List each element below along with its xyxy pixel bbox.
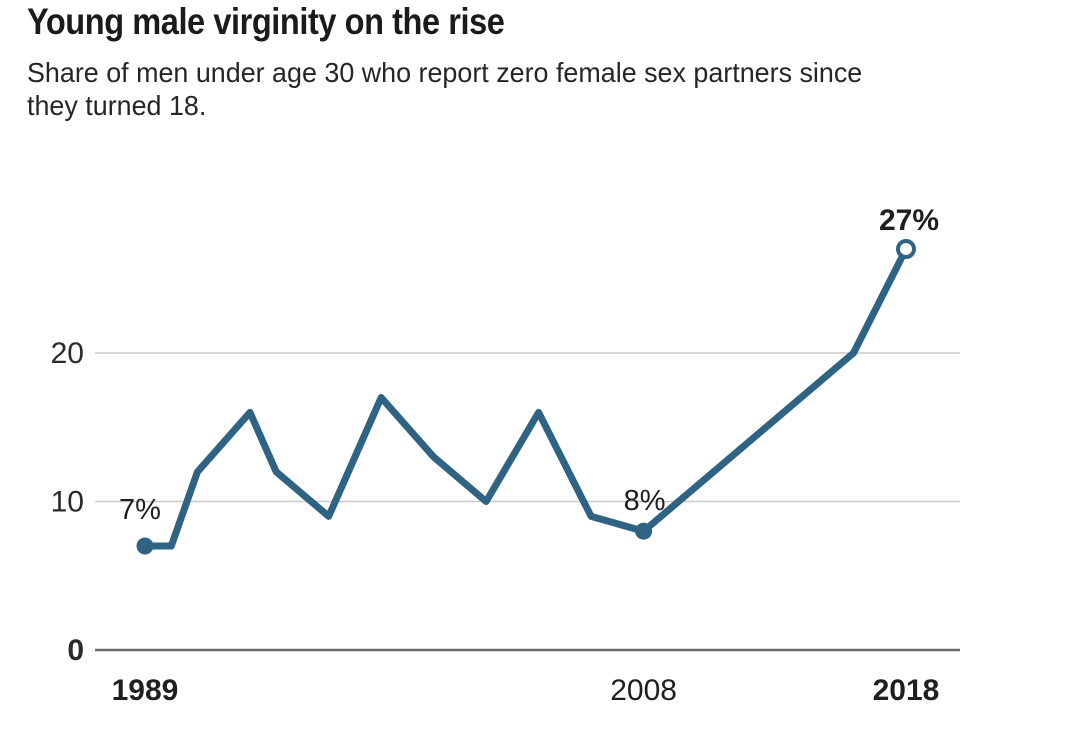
point-label: 7% (119, 494, 161, 526)
chart-subtitle-line2: they turned 18. (27, 90, 207, 121)
y-tick-label: 0 (67, 634, 84, 667)
chart-title: Young male virginity on the rise (27, 1, 505, 42)
x-tick-label: 1989 (112, 674, 179, 707)
y-tick-label: 10 (51, 486, 84, 519)
point-marker-filled (136, 537, 154, 555)
x-tick-label: 2018 (873, 674, 940, 707)
point-marker-open (895, 239, 916, 260)
chart-subtitle: Share of men under age 30 who report zer… (27, 56, 862, 122)
y-tick-label: 20 (51, 337, 84, 370)
point-marker-filled (635, 522, 653, 540)
point-label: 8% (624, 485, 666, 517)
x-tick-label: 2008 (610, 674, 677, 707)
data-line (141, 245, 910, 550)
point-label: 27% (879, 204, 939, 237)
chart-subtitle-line1: Share of men under age 30 who report zer… (27, 57, 863, 88)
